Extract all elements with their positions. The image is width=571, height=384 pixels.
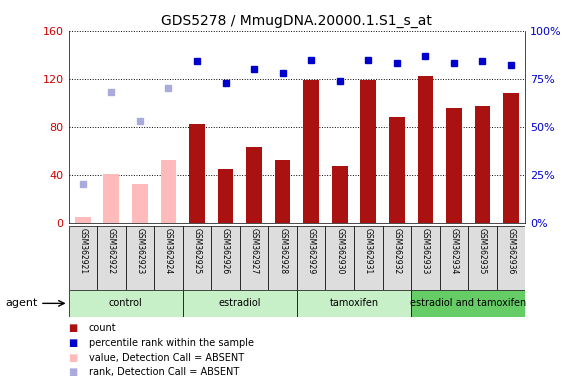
Text: agent: agent <box>6 298 38 308</box>
Text: GSM362930: GSM362930 <box>335 228 344 275</box>
FancyBboxPatch shape <box>268 226 297 290</box>
FancyBboxPatch shape <box>97 226 126 290</box>
Text: rank, Detection Call = ABSENT: rank, Detection Call = ABSENT <box>89 367 239 377</box>
FancyBboxPatch shape <box>411 290 525 317</box>
Text: GSM362929: GSM362929 <box>307 228 316 274</box>
Text: GSM362921: GSM362921 <box>78 228 87 274</box>
Bar <box>475 106 490 223</box>
Text: GSM362923: GSM362923 <box>135 228 144 274</box>
Text: ■: ■ <box>69 323 78 333</box>
Title: GDS5278 / MmugDNA.20000.1.S1_s_at: GDS5278 / MmugDNA.20000.1.S1_s_at <box>162 14 432 28</box>
Text: percentile rank within the sample: percentile rank within the sample <box>89 338 254 348</box>
Bar <box>446 108 462 223</box>
Bar <box>332 166 348 223</box>
FancyBboxPatch shape <box>383 226 411 290</box>
Text: GSM362931: GSM362931 <box>364 228 373 274</box>
Bar <box>303 80 319 223</box>
Text: GSM362933: GSM362933 <box>421 228 430 275</box>
Text: control: control <box>108 298 143 308</box>
FancyBboxPatch shape <box>183 290 297 317</box>
FancyBboxPatch shape <box>211 226 240 290</box>
FancyBboxPatch shape <box>297 290 411 317</box>
Bar <box>503 93 519 223</box>
Text: GSM362928: GSM362928 <box>278 228 287 274</box>
Text: ■: ■ <box>69 353 78 362</box>
FancyBboxPatch shape <box>154 226 183 290</box>
FancyBboxPatch shape <box>297 226 325 290</box>
FancyBboxPatch shape <box>440 226 468 290</box>
FancyBboxPatch shape <box>354 226 383 290</box>
FancyBboxPatch shape <box>468 226 497 290</box>
Text: GSM362925: GSM362925 <box>192 228 202 274</box>
FancyBboxPatch shape <box>69 290 183 317</box>
Bar <box>389 117 405 223</box>
Text: ■: ■ <box>69 338 78 348</box>
FancyBboxPatch shape <box>325 226 354 290</box>
Bar <box>218 169 234 223</box>
Bar <box>275 161 291 223</box>
Text: GSM362926: GSM362926 <box>221 228 230 274</box>
FancyBboxPatch shape <box>183 226 211 290</box>
Text: ■: ■ <box>69 367 78 377</box>
Bar <box>189 124 205 223</box>
Text: tamoxifen: tamoxifen <box>329 298 379 308</box>
Bar <box>75 217 91 223</box>
Text: count: count <box>89 323 116 333</box>
Bar <box>417 76 433 223</box>
FancyBboxPatch shape <box>411 226 440 290</box>
Text: GSM362922: GSM362922 <box>107 228 116 274</box>
FancyBboxPatch shape <box>497 226 525 290</box>
Text: GSM362924: GSM362924 <box>164 228 173 274</box>
Text: estradiol and tamoxifen: estradiol and tamoxifen <box>410 298 526 308</box>
Bar <box>360 80 376 223</box>
FancyBboxPatch shape <box>240 226 268 290</box>
Text: GSM362934: GSM362934 <box>449 228 459 275</box>
FancyBboxPatch shape <box>126 226 154 290</box>
Text: value, Detection Call = ABSENT: value, Detection Call = ABSENT <box>89 353 244 362</box>
Bar <box>246 147 262 223</box>
FancyBboxPatch shape <box>69 226 97 290</box>
Bar <box>160 161 176 223</box>
Text: GSM362927: GSM362927 <box>250 228 259 274</box>
Bar <box>103 174 119 223</box>
Text: GSM362936: GSM362936 <box>506 228 516 275</box>
Text: GSM362932: GSM362932 <box>392 228 401 274</box>
Text: estradiol: estradiol <box>219 298 261 308</box>
Bar <box>132 184 148 223</box>
Text: GSM362935: GSM362935 <box>478 228 487 275</box>
